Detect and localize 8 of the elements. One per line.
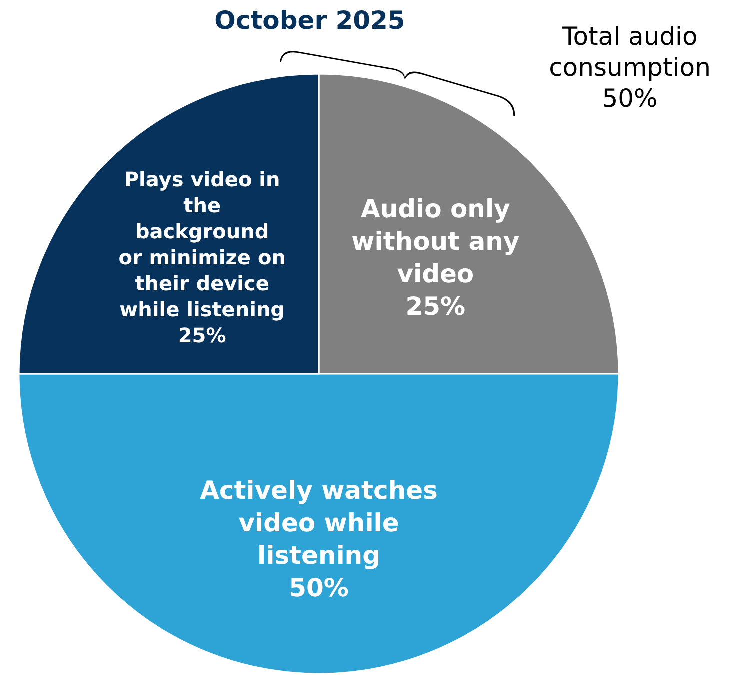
data-label: 25% [178, 323, 226, 348]
data-label: 25% [406, 292, 466, 321]
chart-title: October 2025 [214, 6, 406, 35]
slice-label: Audio only without any video [352, 194, 520, 288]
data-label: 50% [289, 574, 349, 602]
slice-label: Plays video in the background or minimize on their device while listening [118, 167, 286, 322]
text: Total audio consumption 50% [549, 22, 711, 113]
slice-label: Actively watches video while listening [200, 476, 438, 570]
